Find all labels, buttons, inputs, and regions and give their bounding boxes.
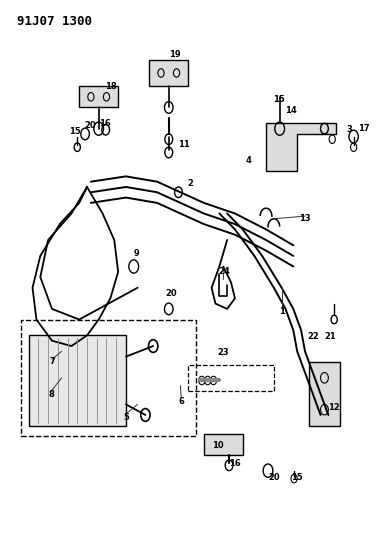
Text: 8: 8	[48, 390, 54, 399]
Polygon shape	[266, 123, 336, 171]
Text: 16: 16	[99, 119, 111, 128]
Text: 16: 16	[229, 459, 241, 469]
Text: 13: 13	[299, 214, 311, 223]
Text: 1: 1	[279, 307, 285, 316]
Polygon shape	[79, 86, 118, 108]
Text: 10: 10	[212, 441, 223, 450]
Text: 21: 21	[325, 332, 336, 341]
Text: 9: 9	[134, 249, 140, 258]
Text: 24: 24	[218, 268, 230, 276]
Text: 12: 12	[328, 402, 340, 411]
Polygon shape	[309, 362, 340, 425]
Text: 4: 4	[246, 156, 252, 165]
Text: 5: 5	[123, 413, 129, 422]
Text: 11: 11	[178, 140, 190, 149]
Text: 18: 18	[105, 82, 116, 91]
Text: 23: 23	[218, 348, 229, 357]
Text: 20: 20	[84, 122, 96, 131]
Text: 17: 17	[358, 124, 369, 133]
Polygon shape	[29, 335, 126, 425]
Text: 20: 20	[165, 288, 176, 297]
Polygon shape	[204, 433, 243, 455]
Text: 20: 20	[268, 473, 279, 482]
Text: 15: 15	[69, 127, 81, 136]
Text: 91J07 1300: 91J07 1300	[17, 14, 92, 28]
Text: 14: 14	[285, 106, 297, 115]
Polygon shape	[149, 60, 188, 86]
Text: 22: 22	[307, 332, 319, 341]
Text: 15: 15	[273, 95, 285, 104]
Text: 7: 7	[49, 358, 55, 367]
Text: 6: 6	[178, 397, 184, 406]
Text: 15: 15	[290, 473, 302, 482]
Text: 19: 19	[169, 50, 180, 59]
Text: 3: 3	[347, 125, 353, 134]
Text: 2: 2	[187, 179, 193, 188]
